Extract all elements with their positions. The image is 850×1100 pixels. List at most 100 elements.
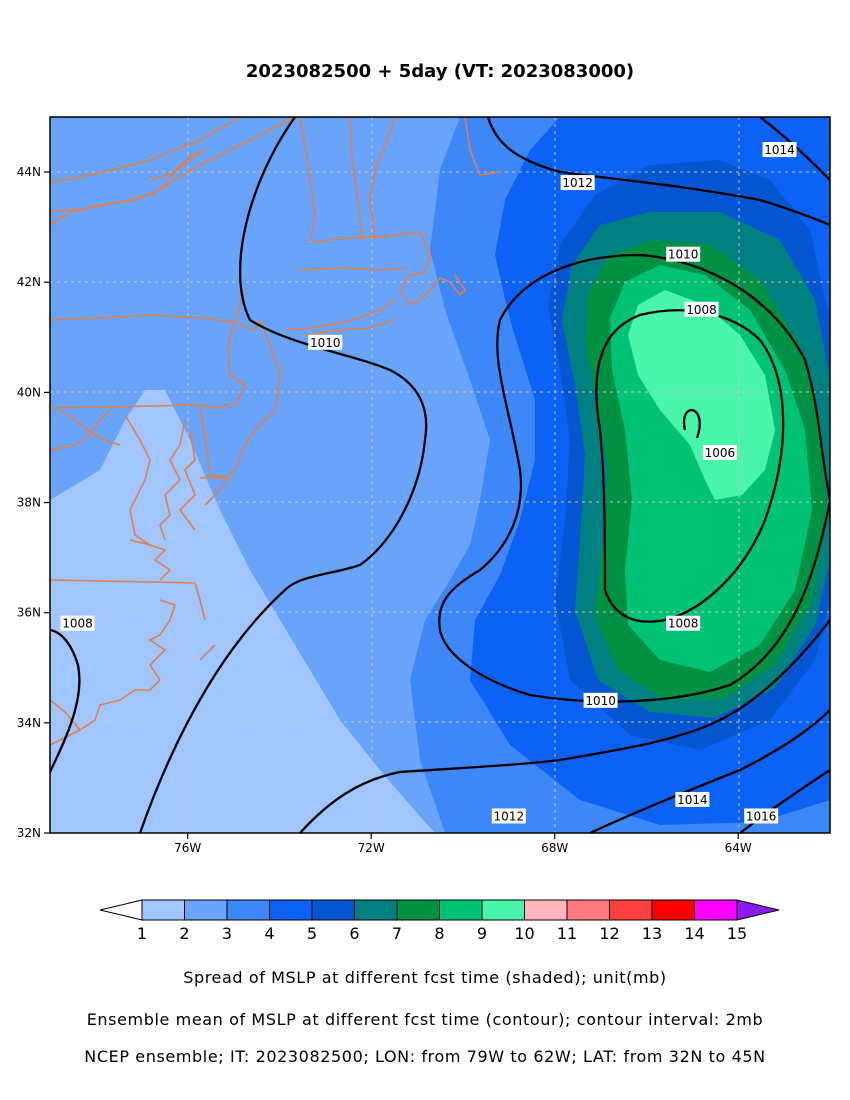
contour-1010-east: [438, 253, 830, 703]
mslp-contours: [50, 117, 830, 833]
spread-shading: [50, 117, 830, 833]
contour-label-text: 1014: [764, 143, 795, 157]
contour-label-text: 1008: [686, 303, 717, 317]
connecticut-coast: [284, 299, 396, 331]
contour-label-box: [583, 692, 618, 708]
colorbar-label: 8: [434, 924, 444, 943]
colorbar-swatch: [524, 899, 568, 921]
coastline-and-borders: [50, 117, 501, 746]
contour-label-box: [491, 808, 526, 824]
contour-label: 1008: [684, 301, 719, 317]
colorbar-label: 6: [349, 924, 359, 943]
contour-label-text: 1016: [746, 809, 777, 823]
caption-contour: Ensemble mean of MSLP at different fcst …: [86, 1010, 764, 1029]
colorbar-label: 10: [514, 924, 534, 943]
colorbar-swatch: [141, 899, 185, 921]
contour-1010-main: [138, 117, 428, 833]
colorbar-swatch: [439, 899, 483, 921]
lake-shoreline-west: [50, 149, 201, 226]
colorbar-label: 14: [684, 924, 704, 943]
contour-1014-north: [759, 117, 830, 181]
nj-coast: [200, 319, 281, 479]
colorbar-label: 13: [642, 924, 662, 943]
contour-label-box: [666, 246, 701, 262]
sc-border: [50, 699, 81, 731]
colorbar-label: 15: [727, 924, 747, 943]
massachusetts-border: [299, 267, 406, 271]
pennsylvania-south-border: [50, 404, 201, 409]
contour-label-text: 1010: [585, 694, 616, 708]
colorbar-swatch: [651, 899, 695, 921]
contour-label-box: [560, 175, 595, 191]
lon-tick-label: 76W: [174, 841, 201, 855]
colorbar-swatch: [354, 899, 398, 921]
contour-labels: 1012 1014 1010 1008 1006 1010 1008 1008 1010 1012…: [60, 142, 797, 824]
colorbar-label: 2: [179, 924, 189, 943]
colorbar-swatch: [694, 899, 738, 921]
great-lakes-border-south: [50, 117, 296, 213]
lat-tick-label: 38N: [17, 496, 41, 510]
colorbar-label: 12: [599, 924, 619, 943]
spread-level-9-region: [628, 290, 775, 500]
new-england-coast: [399, 231, 467, 307]
colorbar-upper-arrow: [736, 899, 780, 921]
colorbar-label: 1: [137, 924, 147, 943]
contour-label-box: [60, 615, 95, 631]
vermont-border: [349, 117, 363, 241]
lat-tick-label: 42N: [17, 275, 41, 289]
contour-label-text: 1010: [668, 248, 699, 262]
contour-label: 1010: [583, 692, 618, 708]
axis-labels: 76W 72W 68W 64W 44N 42N 40N 38N 36N 34N 32N: [17, 165, 752, 855]
contour-1008-southwest: [50, 628, 81, 773]
contour-label-box: [744, 808, 779, 824]
colorbar-label: 11: [557, 924, 577, 943]
caption-shading: Spread of MSLP at different fcst time (s…: [183, 968, 667, 987]
contour-label: 1008: [60, 615, 95, 631]
pennsylvania-north-border: [50, 314, 261, 332]
virginia-potomac: [124, 414, 151, 546]
state-border-ny-north: [299, 117, 316, 241]
colorbar-label: 7: [392, 924, 402, 943]
colorbar-swatch: [566, 899, 610, 921]
lat-tick-label: 44N: [17, 165, 41, 179]
lat-tick-label: 36N: [17, 606, 41, 620]
contour-label-box: [675, 791, 710, 807]
colorbar-label: 4: [264, 924, 274, 943]
contour-label-text: 1014: [677, 793, 708, 807]
long-island: [304, 317, 396, 336]
contour-1014-south: [589, 709, 830, 833]
contour-label-text: 1012: [562, 176, 593, 190]
contour-label: 1012: [491, 808, 526, 824]
new-england-south-border: [309, 231, 421, 243]
lat-tick-label: 32N: [17, 826, 41, 840]
colorbar-swatch: [184, 899, 228, 921]
colorbar-swatch: [609, 899, 653, 921]
contour-1012-south: [299, 619, 830, 833]
colorbar-label: 9: [477, 924, 487, 943]
contour-label: 1014: [675, 791, 710, 807]
contour-label-box: [702, 444, 737, 460]
colorbar: 1 2 3 4 5 6 7 8 9 10 11 12 13 14 15: [99, 899, 780, 943]
map-frame: [49, 116, 831, 834]
contour-label-text: 1008: [668, 617, 699, 631]
contour-label-text: 1008: [62, 617, 93, 631]
ontario-shore: [149, 149, 206, 181]
nc-sounds: [148, 599, 177, 681]
contour-label: 1010: [308, 334, 343, 350]
contour-label-box: [762, 142, 797, 158]
maryland-panhandle: [59, 409, 121, 446]
axis-ticks: [44, 171, 739, 839]
colorbar-swatch: [269, 899, 313, 921]
contour-label-box: [684, 301, 719, 317]
pennsylvania-east-border: [199, 289, 247, 409]
contour-1016-south: [739, 769, 830, 833]
colorbar-lower-arrow: [99, 899, 143, 921]
contour-label: 1014: [762, 142, 797, 158]
contour-label-box: [308, 334, 343, 350]
contour-label: 1016: [744, 808, 779, 824]
contour-label: 1008: [666, 615, 701, 631]
lon-tick-label: 68W: [541, 841, 568, 855]
chesapeake-bay-east: [178, 429, 196, 531]
colorbar-swatch: [481, 899, 525, 921]
lon-tick-label: 64W: [725, 841, 752, 855]
